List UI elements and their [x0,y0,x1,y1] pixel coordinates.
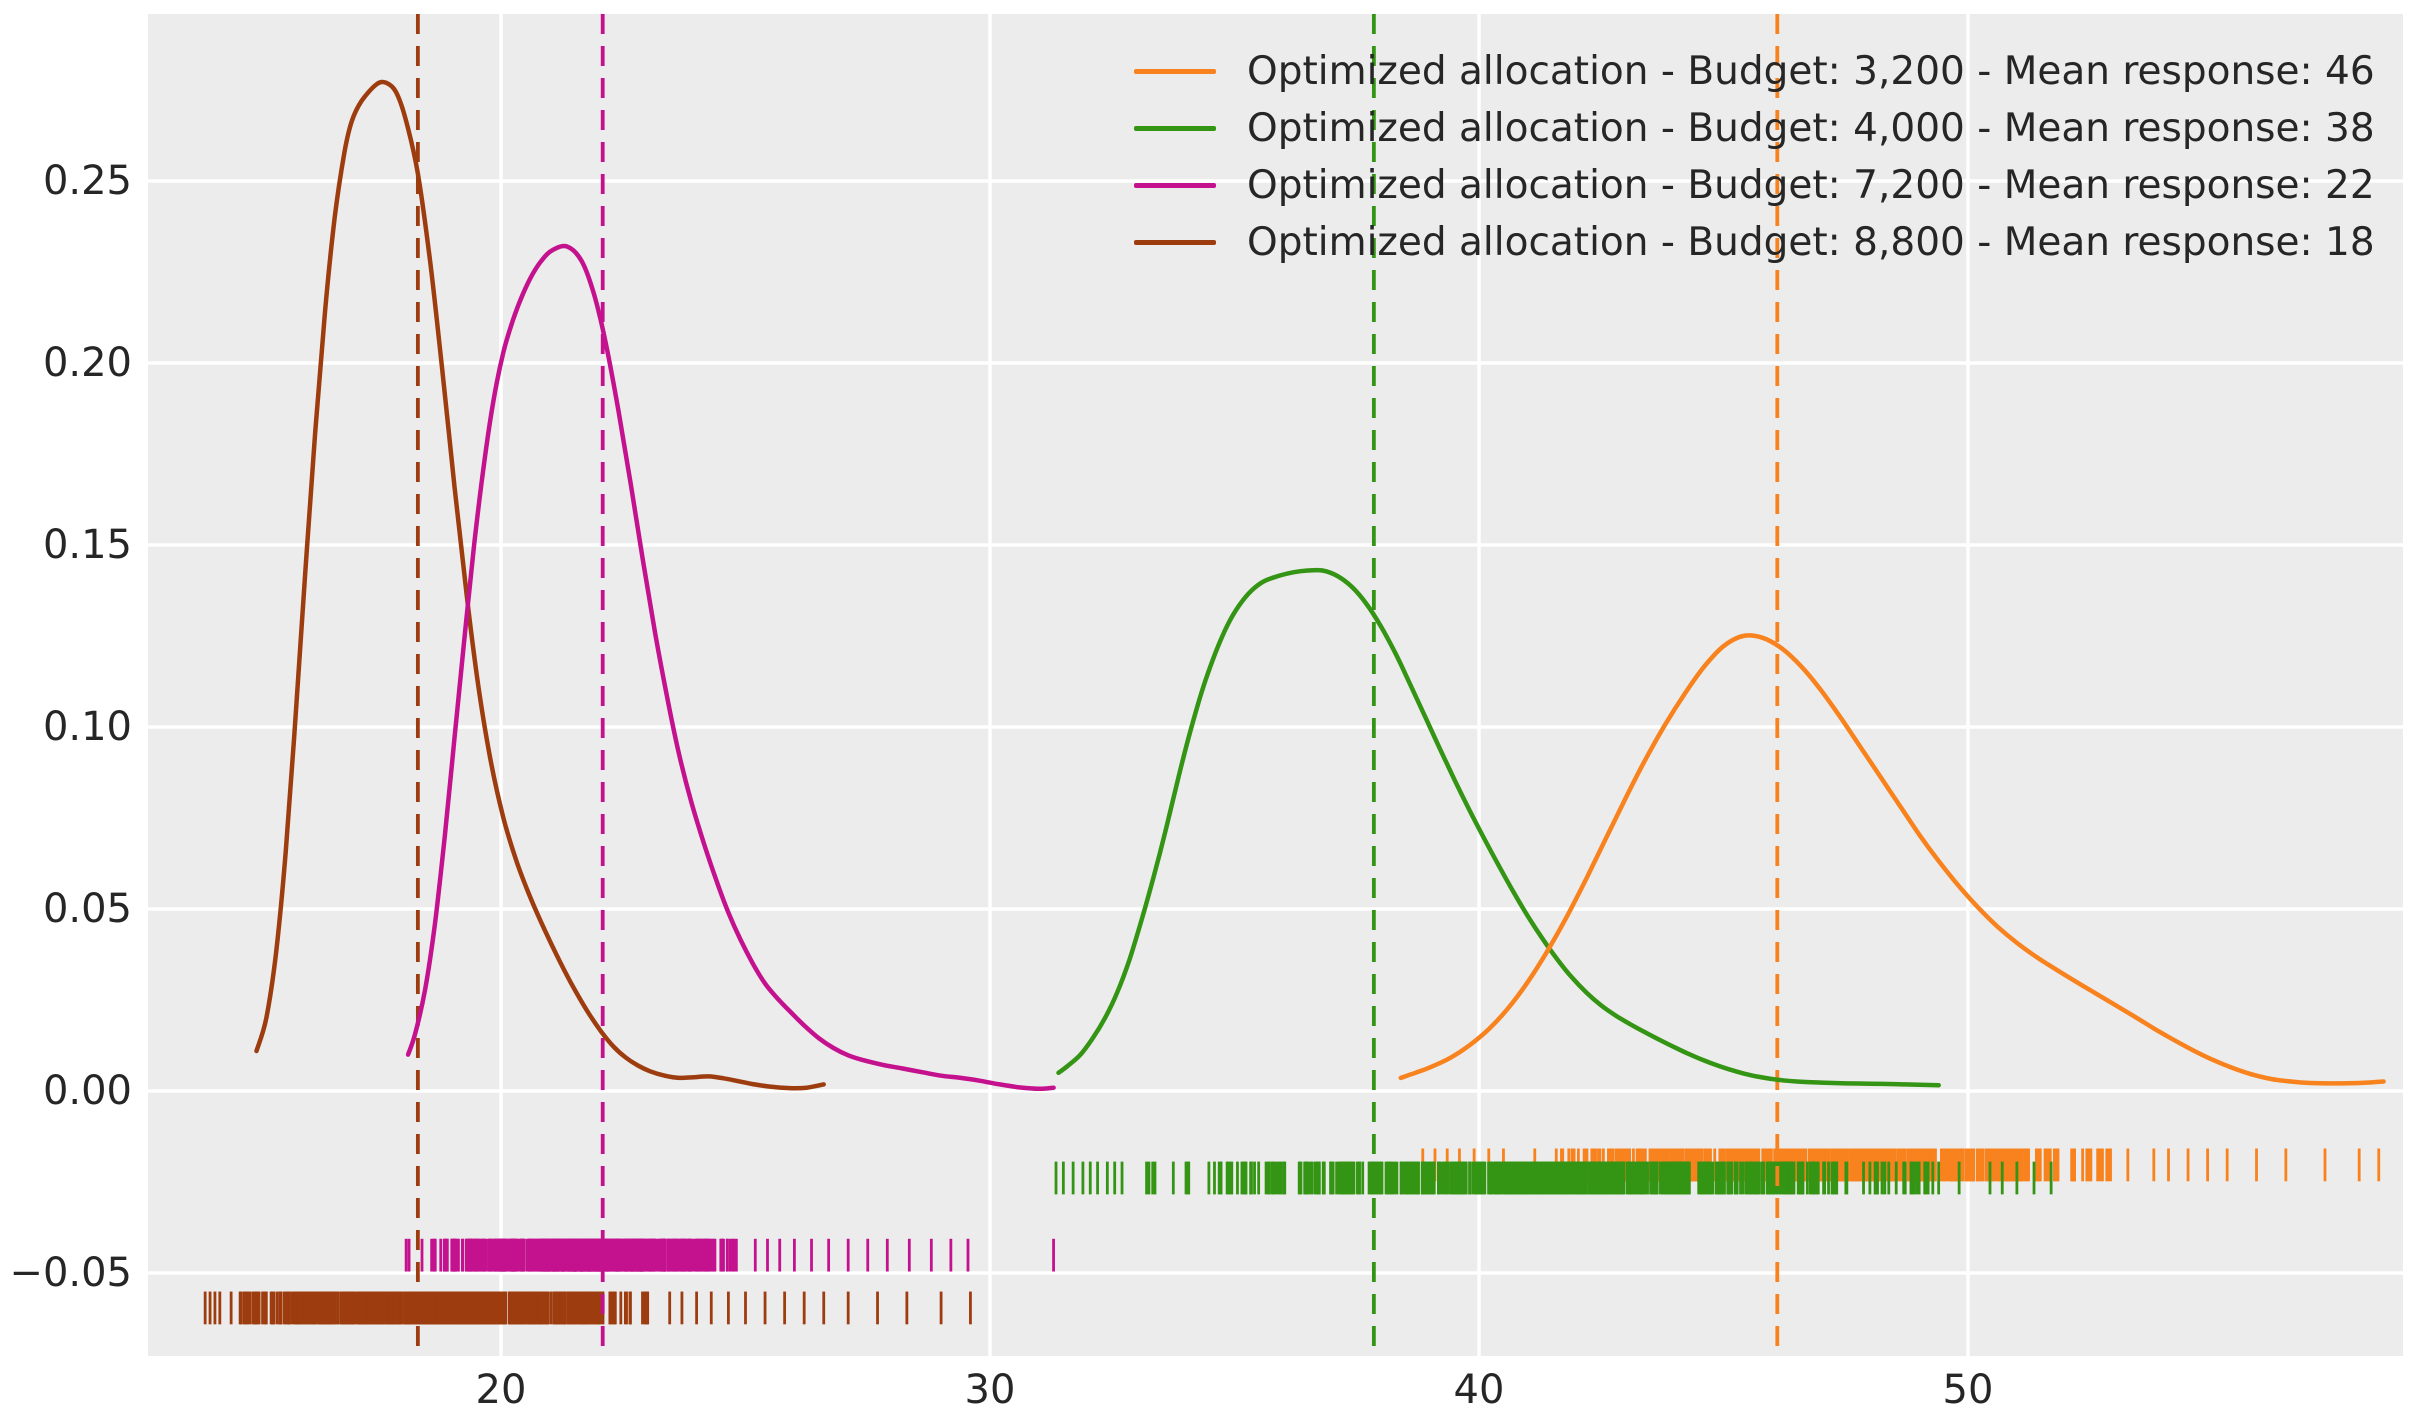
rug-budget-7200 [404,1238,1055,1272]
legend-label: Optimized allocation - Budget: 8,800 - M… [1247,220,2375,265]
y-tick-label: 0.15 [42,522,132,568]
y-tick-label: 0.00 [42,1068,132,1114]
kde-curve-budget-8800 [254,79,826,1091]
kde-curve-budget-7200 [405,243,1056,1092]
kde-curve-budget-3200 [1398,633,2386,1086]
rug-plots [203,1148,2381,1325]
rug-budget-4000 [1054,1161,2053,1195]
y-tick-label: −0.05 [9,1250,132,1296]
y-tick-label: 0.10 [42,704,132,750]
rug-budget-8800 [203,1291,972,1325]
legend-line-swatch [1134,126,1216,131]
legend-label: Optimized allocation - Budget: 3,200 - M… [1247,49,2375,94]
legend-line-swatch [1134,240,1216,245]
y-tick-label: 0.20 [42,340,132,386]
gridlines [148,14,2403,1356]
legend-item-budget-4000: Optimized allocation - Budget: 4,000 - M… [1134,100,2375,157]
kde-curves [254,79,2386,1092]
legend-item-budget-8800: Optimized allocation - Budget: 8,800 - M… [1134,214,2375,271]
legend-label: Optimized allocation - Budget: 4,000 - M… [1247,106,2375,151]
legend-item-budget-3200: Optimized allocation - Budget: 3,200 - M… [1134,43,2375,100]
legend-item-budget-7200: Optimized allocation - Budget: 7,200 - M… [1134,157,2375,214]
plot-area [148,14,2403,1356]
legend: Optimized allocation - Budget: 3,200 - M… [1134,43,2375,271]
x-tick-label: 50 [1942,1367,1994,1413]
y-tick-label: 0.05 [42,886,132,932]
legend-label: Optimized allocation - Budget: 7,200 - M… [1247,163,2375,208]
x-tick-label: 30 [964,1367,1016,1413]
x-tick-label: 40 [1453,1367,1505,1413]
legend-line-swatch [1134,183,1216,188]
legend-line-swatch [1134,69,1216,74]
kde-curve-budget-4000 [1056,567,1941,1088]
y-tick-label: 0.25 [42,158,132,204]
x-tick-label: 20 [475,1367,527,1413]
